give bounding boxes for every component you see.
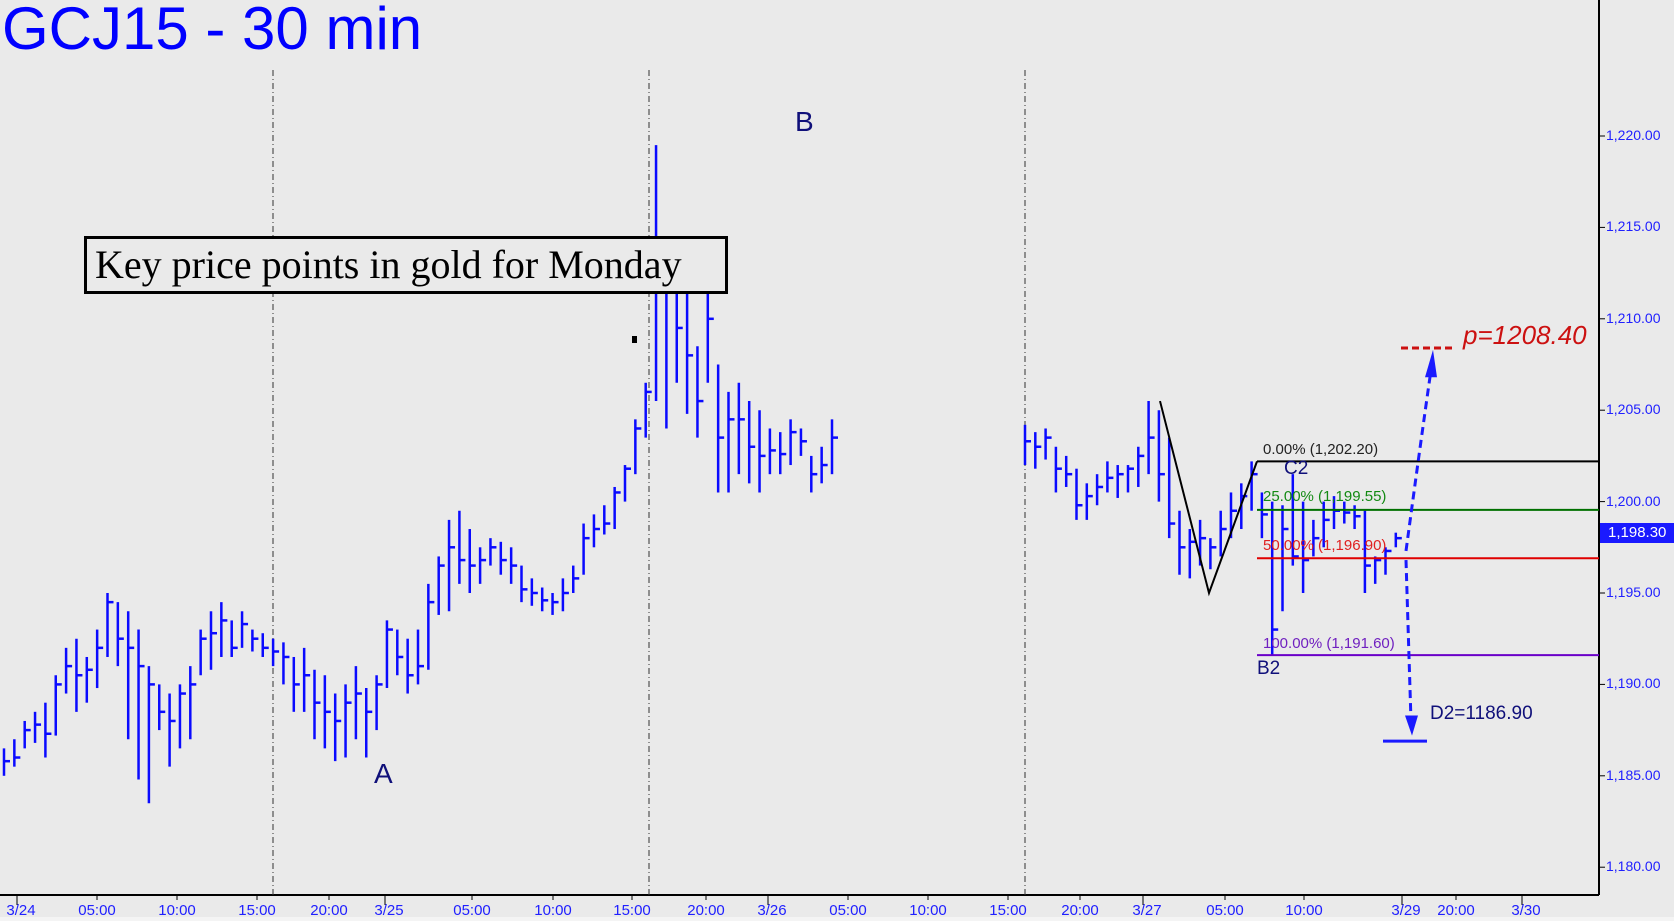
- zigzag-line: [1159, 400, 1258, 597]
- x-tick-label: 3/27: [1132, 902, 1162, 919]
- y-tick-label: 1,210.00: [1606, 309, 1661, 326]
- y-tick-label: 1,215.00: [1606, 218, 1661, 235]
- x-tick-label: 3/26: [757, 902, 787, 919]
- x-tick-label: 10:00: [158, 902, 196, 919]
- marker-dot: [632, 336, 637, 343]
- up-arrowhead-icon: [1425, 349, 1437, 378]
- scrollbar-strip[interactable]: [0, 917, 1674, 921]
- x-tick-label: 3/29: [1391, 902, 1421, 919]
- y-tick-label: 1,220.00: [1606, 127, 1661, 143]
- x-tick-label: 20:00: [1437, 902, 1475, 919]
- chart-title: GCJ15 - 30 min: [2, 0, 423, 62]
- x-tick-label: 05:00: [78, 902, 116, 919]
- x-tick-label: 3/24: [6, 902, 36, 919]
- down-arrowhead-icon: [1405, 715, 1418, 736]
- label-c2: C2: [1284, 458, 1309, 479]
- x-tick-label: 20:00: [310, 902, 348, 919]
- label-a: A: [374, 758, 393, 789]
- label-b2: B2: [1257, 658, 1281, 679]
- last-price-tag: 1,198.30: [1600, 522, 1674, 543]
- y-tick-label: 1,190.00: [1606, 675, 1661, 692]
- fib-label-0: 0.00% (1,202.20): [1263, 441, 1379, 458]
- target-p-label: p=1208.40: [1463, 320, 1587, 350]
- fib-label-25: 25.00% (1,199.55): [1263, 488, 1387, 505]
- y-tick-label: 1,205.00: [1606, 401, 1661, 418]
- y-tick-label: 1,200.00: [1606, 492, 1661, 509]
- y-tick-label: 1,185.00: [1606, 766, 1661, 783]
- down-arrow-path: [1404, 560, 1413, 722]
- x-tick-label: 10:00: [1285, 902, 1323, 919]
- x-tick-label: 15:00: [238, 902, 276, 919]
- y-tick-label: 1,180.00: [1606, 858, 1661, 875]
- x-tick-label: 3/25: [374, 902, 404, 919]
- target-d2-label: D2=1186.90: [1430, 703, 1533, 724]
- label-b: B: [795, 106, 814, 137]
- x-tick-label: 20:00: [1061, 902, 1099, 919]
- x-tick-label: 05:00: [829, 902, 867, 919]
- x-tick-label: 3/30: [1511, 902, 1541, 919]
- x-tick-label: 05:00: [453, 902, 491, 919]
- up-arrow-path: [1404, 369, 1433, 552]
- x-tick-label: 15:00: [613, 902, 651, 919]
- x-tick-label: 15:00: [989, 902, 1027, 919]
- annotation-box: Key price points in gold for Monday: [84, 236, 728, 294]
- x-tick-label: 10:00: [909, 902, 947, 919]
- x-tick-label: 20:00: [687, 902, 725, 919]
- y-tick-label: 1,195.00: [1606, 584, 1661, 600]
- x-tick-label: 10:00: [534, 902, 572, 919]
- fib-label-50: 50.00% (1,196.90): [1263, 537, 1387, 554]
- x-tick-label: 05:00: [1206, 902, 1244, 919]
- fib-label-100: 100.00% (1,191.60): [1263, 635, 1395, 652]
